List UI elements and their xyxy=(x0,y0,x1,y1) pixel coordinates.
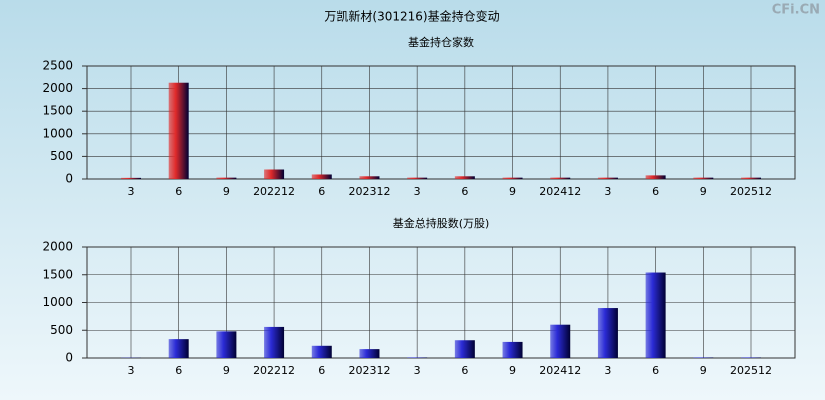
bar xyxy=(502,177,523,179)
x-tick-label: 3 xyxy=(128,185,135,198)
y-tick-label: 1000 xyxy=(42,126,73,140)
x-tick-label: 3 xyxy=(414,364,421,377)
x-tick-label: 6 xyxy=(318,364,325,377)
bar xyxy=(454,176,475,179)
x-tick-label: 3 xyxy=(128,364,135,377)
x-tick-label: 9 xyxy=(700,185,707,198)
bar xyxy=(264,326,285,358)
x-tick-label: 202312 xyxy=(348,185,390,198)
x-tick-label: 6 xyxy=(652,364,659,377)
watermark: CFi.CN xyxy=(772,3,820,18)
y-tick-label: 0 xyxy=(65,172,73,186)
bar xyxy=(216,177,237,179)
bar xyxy=(407,357,428,358)
x-tick-label: 6 xyxy=(175,364,182,377)
x-tick-label: 6 xyxy=(175,185,182,198)
bar xyxy=(216,331,237,358)
bar xyxy=(168,82,189,179)
bar xyxy=(645,175,666,179)
x-tick-label: 3 xyxy=(414,185,421,198)
x-tick-label: 3 xyxy=(604,185,611,198)
x-tick-label: 202412 xyxy=(539,185,581,198)
y-tick-label: 2500 xyxy=(42,59,73,73)
y-tick-label: 500 xyxy=(50,323,73,337)
x-tick-label: 202512 xyxy=(730,185,772,198)
x-tick-label: 9 xyxy=(509,364,516,377)
y-tick-label: 1500 xyxy=(42,104,73,118)
bar xyxy=(741,177,761,179)
bar xyxy=(168,339,189,358)
bar xyxy=(359,176,380,179)
x-tick-label: 202212 xyxy=(253,185,295,198)
y-tick-label: 0 xyxy=(65,351,73,365)
bar xyxy=(502,341,523,358)
bar xyxy=(407,177,428,179)
x-tick-label: 3 xyxy=(604,364,611,377)
y-tick-label: 2000 xyxy=(42,81,73,95)
bar xyxy=(121,177,141,179)
bar xyxy=(311,345,332,358)
x-tick-label: 6 xyxy=(461,364,468,377)
chart-title: 基金总持股数(万股) xyxy=(393,216,490,230)
bar xyxy=(645,272,666,358)
bar xyxy=(597,177,618,179)
x-tick-label: 202412 xyxy=(539,364,581,377)
x-tick-label: 6 xyxy=(461,185,468,198)
x-tick-label: 6 xyxy=(652,185,659,198)
bar xyxy=(550,324,571,358)
bar xyxy=(550,177,571,179)
x-tick-label: 202312 xyxy=(348,364,390,377)
bar xyxy=(359,349,380,358)
bar xyxy=(311,174,332,179)
page-title: 万凯新材(301216)基金持仓变动 xyxy=(324,9,499,24)
chart-title: 基金持仓家数 xyxy=(408,35,474,49)
bar xyxy=(264,169,285,179)
x-tick-label: 202512 xyxy=(730,364,772,377)
x-tick-label: 9 xyxy=(509,185,516,198)
bar xyxy=(454,340,475,358)
y-tick-label: 1000 xyxy=(42,295,73,309)
bar xyxy=(741,357,761,358)
bar xyxy=(693,177,714,179)
x-tick-label: 9 xyxy=(223,185,230,198)
y-tick-label: 2000 xyxy=(42,240,73,254)
x-tick-label: 9 xyxy=(223,364,230,377)
x-tick-label: 6 xyxy=(318,185,325,198)
y-tick-label: 500 xyxy=(50,149,73,163)
x-tick-label: 9 xyxy=(700,364,707,377)
y-tick-label: 1500 xyxy=(42,267,73,281)
bar xyxy=(693,357,714,358)
x-tick-label: 202212 xyxy=(253,364,295,377)
bar xyxy=(597,308,618,358)
